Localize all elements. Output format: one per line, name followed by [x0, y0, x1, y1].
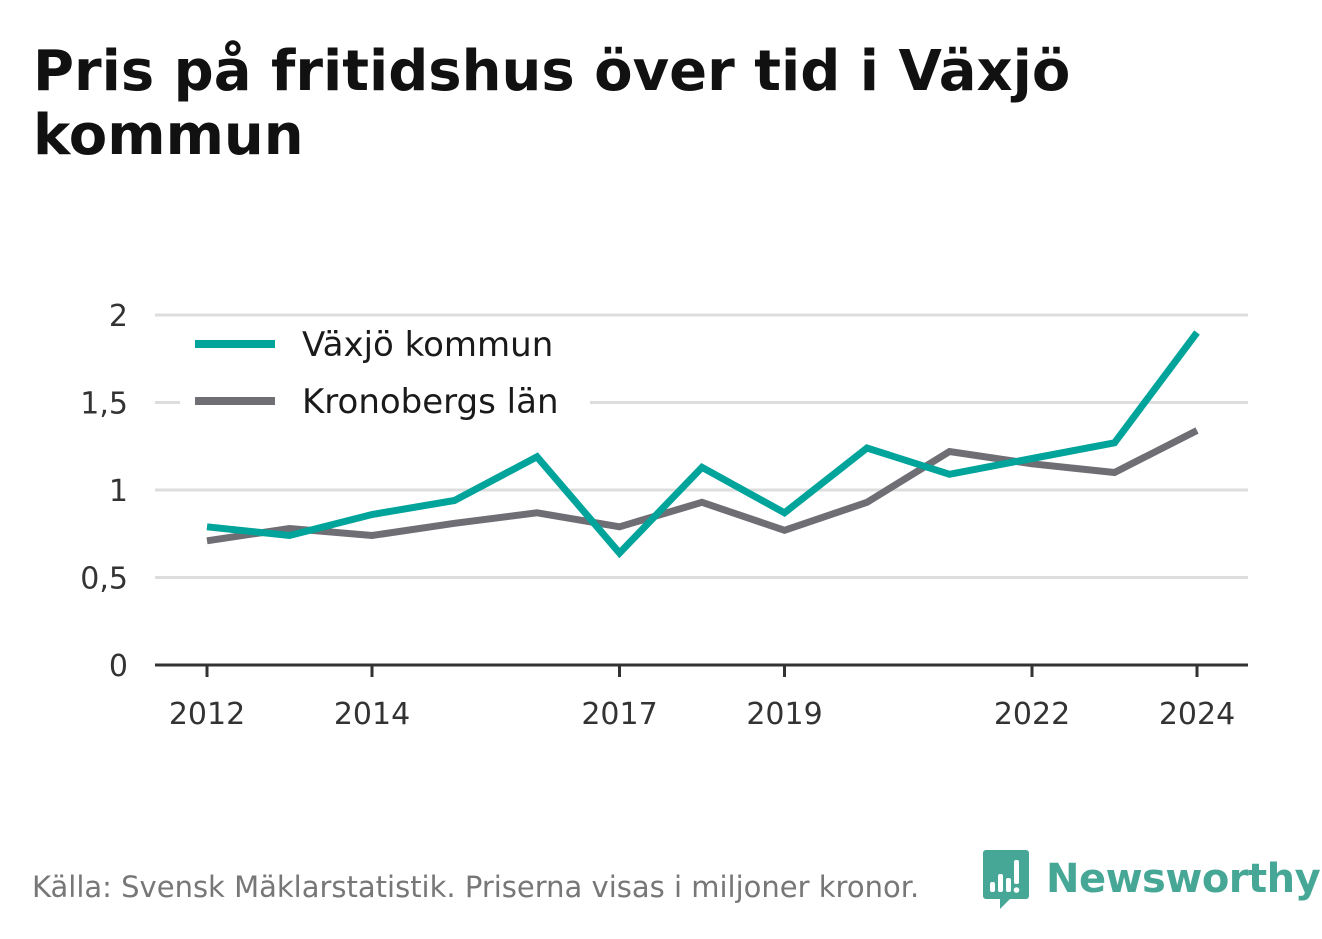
series-line-vaxjo [206, 330, 1200, 559]
x-axis-ticks: 2012 2014 2017 2019 2022 2024 [169, 665, 1235, 732]
bar-chart-speech-icon [983, 850, 1029, 909]
y-tick-label: 1 [109, 474, 128, 509]
x-tick-label: 2022 [994, 697, 1070, 732]
legend-label-kronoberg: Kronobergs län [302, 382, 559, 422]
y-tick-label: 0,5 [80, 562, 128, 597]
x-tick-label: 2019 [746, 697, 822, 732]
x-tick-label: 2024 [1159, 697, 1235, 732]
legend-label-vaxjo: Växjö kommun [302, 325, 553, 365]
brand-logo[interactable]: Newsworthy [982, 848, 1321, 910]
legend-background [180, 318, 590, 430]
brand-name: Newsworthy [1046, 856, 1321, 902]
gridlines [155, 313, 1248, 579]
x-tick-label: 2014 [334, 697, 410, 732]
y-axis-ticks: 0 0,5 1 1,5 2 [80, 299, 128, 684]
source-note: Källa: Svensk Mäklarstatistik. Priserna … [32, 870, 920, 904]
chart-title: Pris på fritidshus över tid i Växjö komm… [33, 39, 1071, 168]
x-tick-label: 2017 [581, 697, 657, 732]
y-tick-label: 2 [109, 299, 128, 334]
y-tick-label: 1,5 [80, 387, 128, 422]
y-tick-label: 0 [109, 649, 128, 684]
legend: Växjö kommun Kronobergs län [180, 318, 590, 430]
series [206, 330, 1200, 559]
series-line-kronoberg [206, 427, 1199, 545]
x-tick-label: 2012 [169, 697, 245, 732]
